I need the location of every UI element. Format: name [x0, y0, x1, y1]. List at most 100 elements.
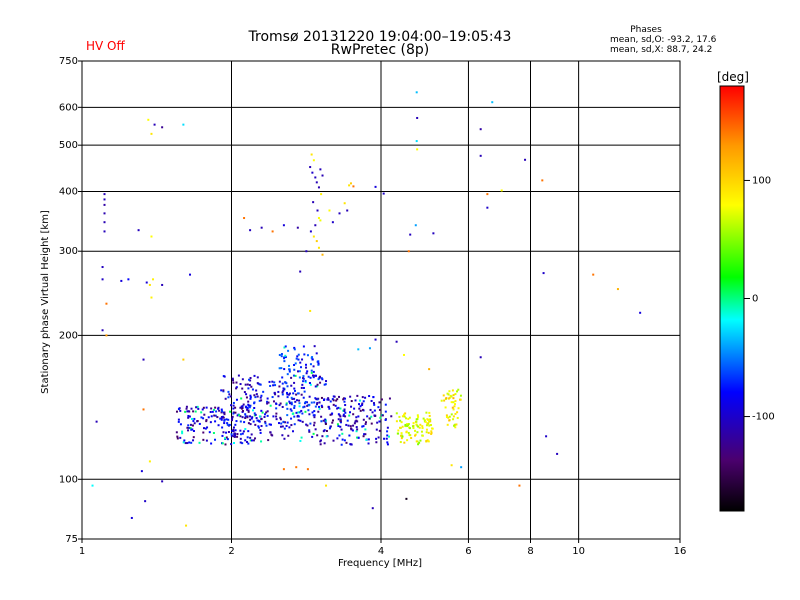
scatter-point: [260, 417, 263, 420]
scatter-point: [321, 174, 324, 177]
scatter-point: [416, 431, 419, 434]
scatter-point: [277, 390, 280, 393]
scatter-point: [161, 126, 164, 129]
scatter-point: [295, 357, 298, 360]
scatter-point: [243, 391, 246, 394]
scatter-point: [296, 392, 299, 395]
scatter-point: [192, 439, 195, 442]
scatter-point: [479, 154, 482, 157]
chart-title: Tromsø 20131220 19:04:00–19:05:43: [248, 29, 512, 45]
scatter-point: [351, 429, 354, 432]
scatter-point: [300, 393, 303, 396]
scatter-point: [414, 224, 417, 227]
scatter-point: [304, 363, 307, 366]
scatter-point: [356, 394, 359, 397]
scatter-point: [415, 140, 418, 143]
scatter-point: [290, 384, 293, 387]
scatter-point: [184, 442, 187, 445]
scatter-point: [325, 380, 328, 383]
scatter-point: [305, 366, 308, 369]
scatter-point: [278, 367, 281, 370]
scatter-point: [269, 404, 272, 407]
scatter-point: [247, 387, 250, 390]
scatter-point: [260, 394, 263, 397]
scatter-point: [272, 400, 275, 403]
scatter-point: [316, 360, 319, 363]
scatter-point: [232, 411, 235, 414]
hv-status: HV Off: [86, 39, 125, 53]
scatter-point: [231, 377, 234, 380]
scatter-point: [241, 378, 244, 381]
scatter-point: [423, 419, 426, 422]
scatter-point: [312, 365, 315, 368]
scatter-point: [230, 443, 233, 446]
scatter-point: [400, 437, 403, 440]
scatter-point: [328, 427, 331, 430]
scatter-point: [265, 411, 268, 414]
scatter-point: [452, 415, 455, 418]
scatter-point: [320, 404, 323, 407]
scatter-point: [247, 378, 250, 381]
scatter-point: [240, 407, 243, 410]
scatter-point: [228, 393, 231, 396]
scatter-point: [204, 427, 207, 430]
scatter-point: [344, 415, 347, 418]
scatter-point: [321, 253, 324, 256]
scatter-point: [309, 363, 312, 366]
scatter-point: [309, 309, 312, 312]
scatter-point: [279, 402, 282, 405]
scatter-point: [245, 406, 248, 409]
scatter-point: [297, 353, 300, 356]
scatter-point: [289, 408, 292, 411]
scatter-point: [305, 423, 308, 426]
scatter-point: [307, 404, 310, 407]
scatter-point: [233, 434, 236, 437]
scatter-point: [417, 415, 420, 418]
scatter-point: [446, 392, 449, 395]
colorbar-tick-label: 0: [752, 294, 758, 305]
scatter-point: [298, 411, 301, 414]
scatter-point: [415, 423, 418, 426]
scatter-point: [286, 396, 289, 399]
scatter-point: [278, 380, 281, 383]
scatter-point: [250, 417, 253, 420]
scatter-point: [313, 345, 316, 348]
scatter-point: [256, 382, 259, 385]
scatter-point: [254, 423, 257, 426]
scatter-point: [227, 390, 230, 393]
scatter-point: [217, 424, 220, 427]
scatter-point: [267, 439, 270, 442]
scatter-point: [229, 410, 232, 413]
scatter-point: [442, 394, 445, 397]
scatter-point: [255, 417, 258, 420]
scatter-point: [247, 422, 250, 425]
scatter-point: [426, 422, 429, 425]
x-tick-label: 1: [79, 546, 85, 557]
scatter-point: [268, 423, 271, 426]
scatter-point: [144, 500, 147, 503]
scatter-point: [386, 434, 389, 437]
scatter-point: [355, 430, 358, 433]
scatter-point: [175, 431, 178, 434]
scatter-point: [192, 430, 195, 433]
scatter-point: [371, 411, 374, 414]
scatter-point: [317, 362, 320, 365]
scatter-point: [210, 407, 213, 410]
scatter-point: [103, 221, 106, 224]
scatter-point: [343, 439, 346, 442]
scatter-point: [189, 427, 192, 430]
scatter-point: [616, 288, 619, 291]
scatter-point: [230, 419, 233, 422]
scatter-point: [412, 427, 415, 430]
scatter-point: [200, 411, 203, 414]
scatter-point: [285, 403, 288, 406]
scatter-point: [405, 497, 408, 500]
scatter-point: [406, 423, 409, 426]
scatter-point: [295, 411, 298, 414]
scatter-point: [327, 397, 330, 400]
scatter-point: [401, 415, 404, 418]
scatter-point: [249, 415, 252, 418]
scatter-point: [214, 420, 217, 423]
scatter-point: [305, 372, 308, 375]
scatter-point: [319, 168, 322, 171]
